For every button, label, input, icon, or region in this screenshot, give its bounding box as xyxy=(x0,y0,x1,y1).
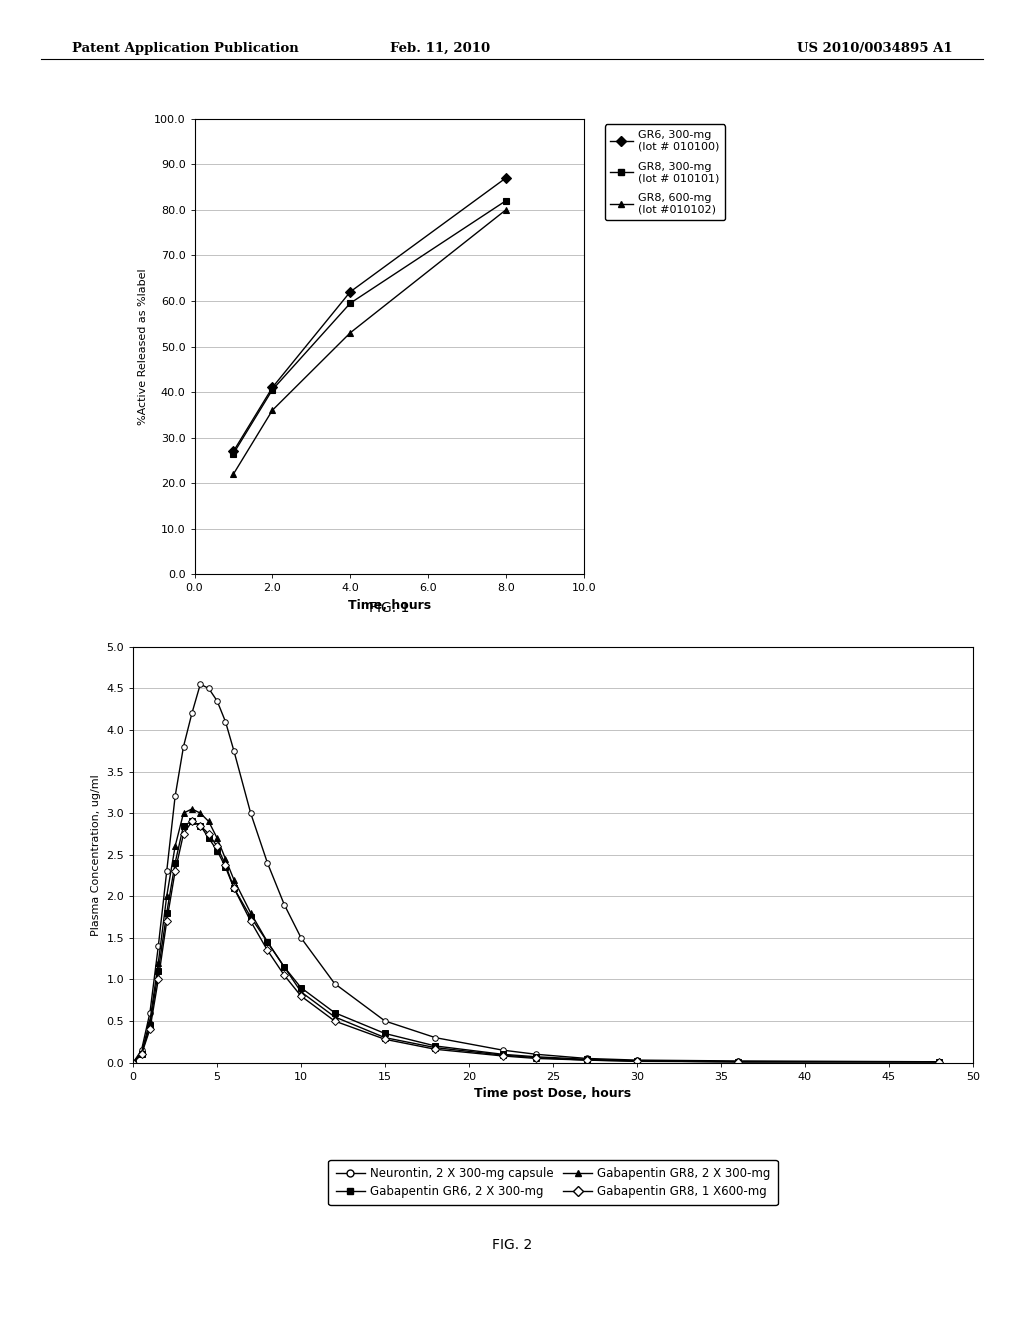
Legend: Neurontin, 2 X 300-mg capsule, Gabapentin GR6, 2 X 300-mg, Gabapentin GR8, 2 X 3: Neurontin, 2 X 300-mg capsule, Gabapenti… xyxy=(329,1160,777,1205)
Y-axis label: Plasma Concentration, ug/ml: Plasma Concentration, ug/ml xyxy=(91,774,100,936)
Text: Feb. 11, 2010: Feb. 11, 2010 xyxy=(390,42,490,55)
X-axis label: Time post Dose, hours: Time post Dose, hours xyxy=(474,1088,632,1100)
Legend: GR6, 300-mg
(lot # 010100), GR8, 300-mg
(lot # 010101), GR8, 600-mg
(lot #010102: GR6, 300-mg (lot # 010100), GR8, 300-mg … xyxy=(605,124,725,220)
Text: Patent Application Publication: Patent Application Publication xyxy=(72,42,298,55)
Text: US 2010/0034895 A1: US 2010/0034895 A1 xyxy=(797,42,952,55)
Y-axis label: %Active Released as %label: %Active Released as %label xyxy=(138,268,148,425)
Text: FIG. 1: FIG. 1 xyxy=(369,601,410,615)
X-axis label: Time, hours: Time, hours xyxy=(347,599,431,611)
Text: FIG. 2: FIG. 2 xyxy=(492,1238,532,1253)
